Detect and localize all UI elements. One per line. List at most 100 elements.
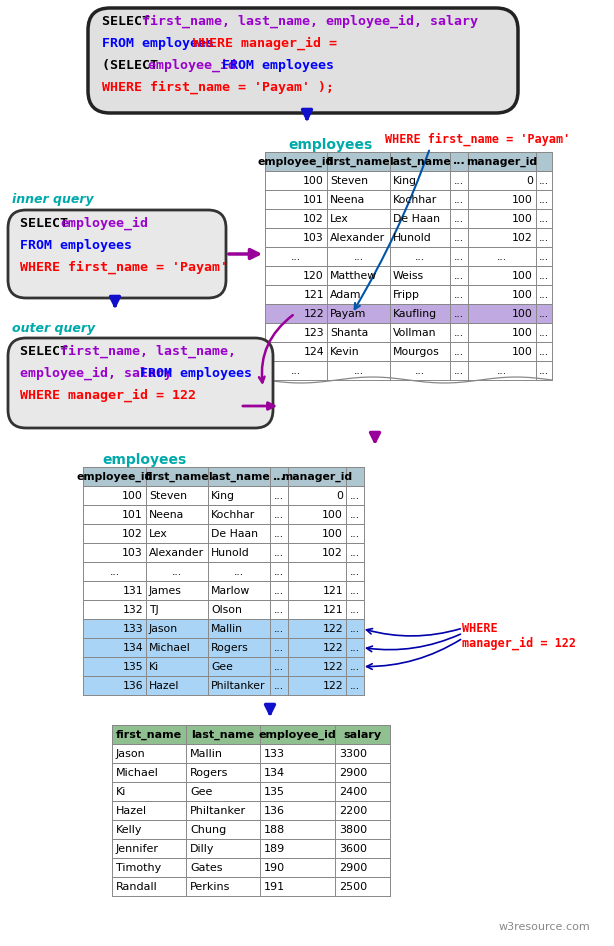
Text: last_name: last_name <box>389 156 451 166</box>
Text: 135: 135 <box>122 661 143 672</box>
Text: 100: 100 <box>512 346 533 357</box>
Text: 122: 122 <box>322 661 343 672</box>
Text: 124: 124 <box>303 346 324 357</box>
Text: employees: employees <box>102 453 186 467</box>
Text: Matthew: Matthew <box>330 271 377 281</box>
Text: De Haan: De Haan <box>393 214 440 223</box>
Text: Marlow: Marlow <box>211 586 251 595</box>
Bar <box>265 323 552 342</box>
Text: 101: 101 <box>122 510 143 519</box>
Text: ...: ... <box>274 510 284 519</box>
Text: 3300: 3300 <box>339 748 367 759</box>
Text: 3800: 3800 <box>339 825 367 834</box>
Text: 102: 102 <box>322 548 343 557</box>
FancyBboxPatch shape <box>8 210 226 298</box>
Text: ...: ... <box>454 252 464 261</box>
Text: Kaufling: Kaufling <box>393 308 437 319</box>
Bar <box>265 171 552 190</box>
Text: Hunold: Hunold <box>393 233 432 242</box>
Text: SELECT: SELECT <box>20 345 76 359</box>
Text: manager_id: manager_id <box>467 156 538 166</box>
Text: ...: ... <box>274 680 284 691</box>
Bar <box>83 543 364 562</box>
Bar <box>83 619 364 638</box>
Text: last_name: last_name <box>208 471 270 482</box>
Text: employee_id: employee_id <box>258 729 336 740</box>
Text: Randall: Randall <box>116 882 158 891</box>
Text: ...: ... <box>350 510 360 519</box>
Text: King: King <box>393 176 417 185</box>
Text: 136: 136 <box>264 805 285 815</box>
Text: first_name: first_name <box>326 156 391 166</box>
Bar <box>83 581 364 600</box>
Text: 122: 122 <box>322 680 343 691</box>
Bar <box>265 190 552 209</box>
Text: ...: ... <box>350 661 360 672</box>
Text: 122: 122 <box>322 623 343 634</box>
Text: 2900: 2900 <box>339 863 367 872</box>
Text: first_name: first_name <box>145 471 209 482</box>
Text: ...: ... <box>539 365 549 376</box>
Bar <box>265 266 552 285</box>
Text: ...: ... <box>273 471 286 482</box>
Text: 190: 190 <box>264 863 285 872</box>
Text: James: James <box>149 586 182 595</box>
Text: ...: ... <box>539 195 549 204</box>
Text: Rogers: Rogers <box>211 642 249 653</box>
Text: Shanta: Shanta <box>330 327 368 338</box>
Text: ...: ... <box>274 604 284 615</box>
Text: ...: ... <box>454 327 464 338</box>
Bar <box>83 486 364 505</box>
Text: 120: 120 <box>303 271 324 281</box>
Text: employee_id: employee_id <box>76 471 153 482</box>
Bar <box>265 285 552 304</box>
Text: ...: ... <box>454 233 464 242</box>
Text: WHERE first_name = 'Payam': WHERE first_name = 'Payam' <box>385 133 570 147</box>
Text: Hazel: Hazel <box>116 805 147 815</box>
Text: 131: 131 <box>122 586 143 595</box>
Text: ...: ... <box>291 365 301 376</box>
Text: Vollman: Vollman <box>393 327 437 338</box>
Text: 100: 100 <box>512 289 533 300</box>
Text: employee_id, salary: employee_id, salary <box>20 367 188 380</box>
FancyBboxPatch shape <box>88 8 518 113</box>
Text: Perkins: Perkins <box>190 882 230 891</box>
Bar <box>265 342 552 361</box>
Text: ...: ... <box>415 365 425 376</box>
Text: salary: salary <box>343 729 381 740</box>
Text: 134: 134 <box>264 767 285 778</box>
Text: ...: ... <box>454 195 464 204</box>
Text: Jennifer: Jennifer <box>116 844 159 853</box>
Text: FROM employees: FROM employees <box>222 59 333 72</box>
Text: ...: ... <box>539 346 549 357</box>
Text: ...: ... <box>350 567 360 576</box>
Text: ...: ... <box>453 156 465 166</box>
Bar <box>265 304 552 323</box>
Bar <box>112 763 390 782</box>
Text: 102: 102 <box>303 214 324 223</box>
Text: 123: 123 <box>303 327 324 338</box>
Text: Hazel: Hazel <box>149 680 179 691</box>
Text: 3600: 3600 <box>339 844 367 853</box>
Bar <box>83 524 364 543</box>
Text: 100: 100 <box>322 529 343 538</box>
Text: 100: 100 <box>122 490 143 500</box>
Text: 0: 0 <box>526 176 533 185</box>
Text: ...: ... <box>454 346 464 357</box>
Text: Michael: Michael <box>116 767 159 778</box>
Text: employees: employees <box>288 138 372 152</box>
Text: ...: ... <box>539 176 549 185</box>
Text: Payam: Payam <box>330 308 367 319</box>
Text: 103: 103 <box>122 548 143 557</box>
Text: 100: 100 <box>512 327 533 338</box>
Text: ...: ... <box>274 661 284 672</box>
Text: 100: 100 <box>512 214 533 223</box>
Bar <box>112 725 390 744</box>
Text: Neena: Neena <box>149 510 184 519</box>
Text: 100: 100 <box>512 271 533 281</box>
Bar <box>112 858 390 877</box>
FancyBboxPatch shape <box>8 338 273 428</box>
Text: Timothy: Timothy <box>116 863 161 872</box>
Text: ...: ... <box>454 271 464 281</box>
Text: 122: 122 <box>303 308 324 319</box>
